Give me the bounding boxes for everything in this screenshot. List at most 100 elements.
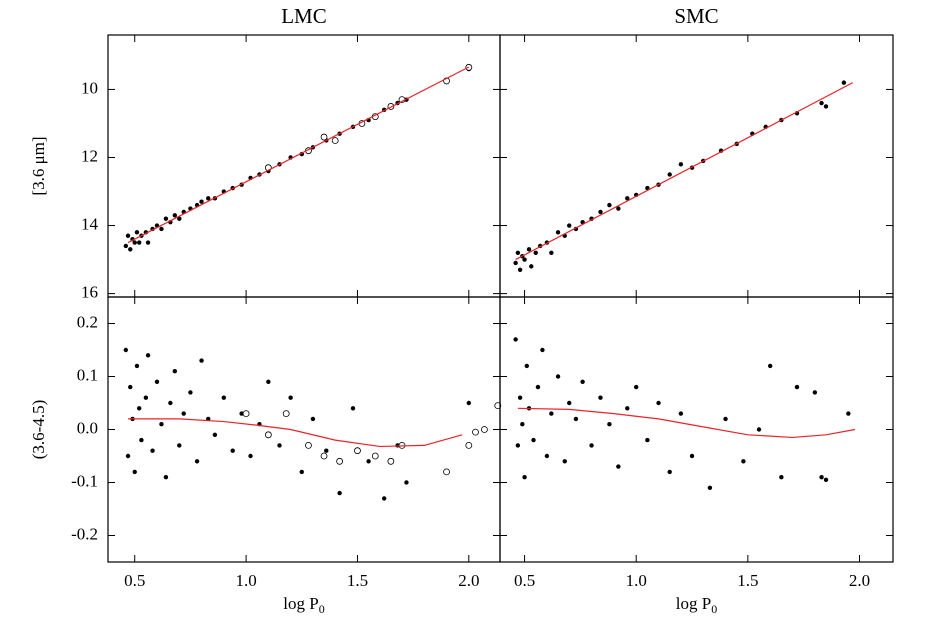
- open-point: [371, 452, 379, 460]
- point: [756, 427, 762, 432]
- open-point: [481, 426, 488, 433]
- point: [134, 230, 140, 235]
- open-point: [354, 447, 361, 455]
- x-tick-label: 2.0: [849, 571, 870, 590]
- open-point: [443, 468, 450, 476]
- point: [841, 80, 847, 85]
- point: [589, 443, 594, 448]
- x-tick-label: 1.5: [347, 571, 368, 590]
- point: [136, 406, 142, 411]
- open-point: [336, 457, 344, 465]
- point: [350, 406, 356, 411]
- point: [239, 411, 244, 416]
- open-point: [242, 410, 250, 418]
- point: [143, 395, 149, 400]
- fit-line: [127, 66, 470, 244]
- plot-frame: [107, 296, 501, 563]
- plot-frame: [499, 296, 894, 563]
- point: [163, 475, 169, 480]
- point: [531, 437, 536, 443]
- point: [199, 199, 204, 204]
- point: [299, 469, 304, 475]
- panel-title: LMC: [281, 4, 327, 28]
- x-axis-label: log P0: [283, 594, 324, 616]
- point: [159, 422, 164, 427]
- point: [139, 437, 144, 443]
- point: [132, 469, 137, 475]
- point: [177, 216, 182, 221]
- point: [819, 475, 824, 480]
- open-point: [494, 402, 502, 410]
- point: [549, 250, 554, 255]
- plot-frame: [499, 34, 894, 298]
- y-tick-label: 0.2: [77, 312, 98, 331]
- point: [535, 384, 541, 390]
- point: [513, 260, 518, 266]
- point: [667, 172, 672, 177]
- open-point: [465, 441, 473, 449]
- point: [656, 400, 661, 406]
- point: [324, 448, 329, 453]
- fit-line: [515, 82, 854, 261]
- point: [154, 379, 160, 384]
- point: [625, 196, 630, 201]
- fit-line: [517, 407, 856, 439]
- point: [288, 395, 293, 400]
- point: [159, 226, 164, 232]
- point: [533, 250, 538, 255]
- point: [562, 459, 567, 464]
- point: [598, 395, 603, 400]
- point: [515, 250, 521, 255]
- point: [172, 213, 178, 218]
- point: [199, 358, 204, 363]
- x-tick-label: 0.5: [124, 571, 145, 590]
- point: [145, 240, 151, 245]
- x-axis-label: log P0: [676, 594, 717, 616]
- point: [812, 390, 818, 395]
- y-tick-label: 0.0: [77, 418, 98, 437]
- point: [540, 347, 545, 353]
- point: [625, 406, 630, 411]
- point: [689, 453, 695, 459]
- x-tick-label: 2.0: [458, 571, 479, 590]
- y-tick-label: 14: [81, 214, 99, 233]
- point: [678, 162, 684, 167]
- point: [125, 453, 131, 459]
- point: [741, 459, 746, 464]
- point: [466, 400, 472, 406]
- point: [779, 475, 784, 480]
- point: [823, 477, 829, 483]
- point: [172, 369, 178, 374]
- point: [723, 416, 728, 422]
- open-point: [331, 137, 339, 144]
- point: [337, 490, 342, 496]
- y-tick-label: 10: [81, 78, 98, 97]
- open-point: [282, 410, 290, 418]
- point: [206, 196, 211, 201]
- x-axis-label-sub: 0: [711, 602, 717, 616]
- point: [529, 264, 534, 269]
- point: [524, 363, 529, 369]
- point: [145, 353, 151, 358]
- panel-title: SMC: [674, 4, 718, 28]
- point: [522, 475, 527, 480]
- point: [819, 100, 824, 106]
- point: [194, 459, 200, 464]
- point: [177, 443, 182, 448]
- y-tick-label: 16: [81, 283, 98, 302]
- point: [678, 411, 684, 416]
- point: [645, 437, 650, 443]
- open-point: [320, 133, 328, 141]
- point: [128, 247, 133, 252]
- y-tick-label: 12: [81, 146, 98, 165]
- y-tick-label: 0.1: [77, 365, 98, 384]
- point: [125, 233, 131, 238]
- point: [163, 216, 169, 221]
- point: [404, 480, 409, 485]
- x-axis-label-main: log P: [676, 594, 711, 613]
- x-tick-label: 0.5: [514, 571, 535, 590]
- point: [526, 247, 532, 252]
- point: [123, 243, 129, 249]
- point: [580, 379, 585, 384]
